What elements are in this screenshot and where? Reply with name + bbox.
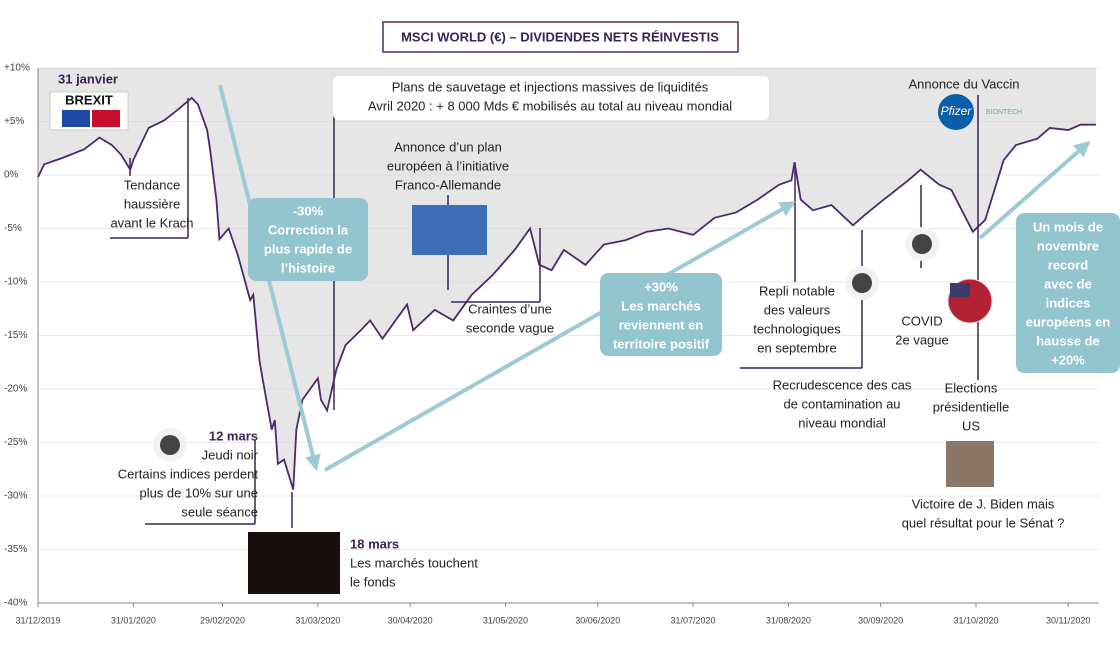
annotation: Jeudi noir (202, 447, 259, 462)
annotation: 12 mars (209, 428, 258, 443)
y-tick-label: -15% (4, 330, 27, 341)
annotation: Franco-Allemande (395, 177, 501, 192)
y-tick-label: -5% (4, 223, 22, 234)
annotation: -30% (293, 203, 324, 218)
annotation-box (1016, 213, 1120, 373)
trend-arrow (324, 201, 796, 472)
x-tick-label: 31/12/2019 (15, 615, 60, 625)
trend-arrow (978, 140, 1091, 240)
annotation: seconde vague (466, 320, 554, 335)
annotation: Repli notable (759, 283, 835, 298)
annotation: 2e vague (895, 332, 949, 347)
annotation: Correction la (268, 222, 349, 237)
annotation: COVID (901, 313, 942, 328)
annotation: Victoire de J. Biden mais (912, 496, 1055, 511)
annotation: +30% (644, 279, 678, 294)
area-below (38, 97, 1096, 604)
annotation: des valeurs (764, 302, 831, 317)
annotation: reviennent en (619, 317, 704, 332)
annotation: territoire positif (613, 336, 710, 351)
market-photo (248, 532, 340, 594)
annotation: Elections (945, 380, 998, 395)
x-tick-label: 30/09/2020 (858, 615, 903, 625)
annotation: européen à l’initiative (387, 158, 509, 173)
y-tick-label: -20% (4, 384, 27, 395)
annotation: avant le Krach (110, 215, 193, 230)
annotation: plus rapide de (264, 241, 352, 256)
annotation: Annonce du Vaccin (908, 76, 1019, 91)
y-tick-label: -30% (4, 491, 27, 502)
brexit-label: BREXIT (65, 92, 113, 107)
annotation: novembre (1037, 238, 1099, 253)
annotation: présidentielle (933, 399, 1010, 414)
y-tick-label: 0% (4, 170, 19, 181)
annotation: seule séance (181, 504, 258, 519)
annotation: 31 janvier (58, 71, 118, 86)
title-box (382, 21, 739, 53)
annotation: Avril 2020 : + 8 000 Mds € mobilisés au … (368, 98, 732, 113)
y-tick-label: +10% (4, 63, 30, 74)
annotation: niveau mondial (798, 415, 886, 430)
annotation: Plans de sauvetage et injections massive… (392, 79, 709, 94)
annotation: Tendance (124, 177, 180, 192)
chart-title: MSCI WORLD (€) – DIVIDENDES NETS RÉINVES… (401, 29, 719, 44)
annotation: +20% (1051, 352, 1085, 367)
line-series (37, 96, 1096, 490)
annotation: Craintes d’une (468, 301, 552, 316)
virus-core (912, 234, 932, 254)
annotation-box (333, 76, 769, 120)
annotation-box (600, 273, 722, 356)
x-tick-label: 31/05/2020 (483, 615, 528, 625)
annotation: Annonce d’un plan (394, 139, 502, 154)
annotation: européens en (1026, 314, 1111, 329)
annotation: en septembre (757, 340, 837, 355)
eu-flag (62, 110, 90, 127)
annotation: quel résultat pour le Sénat ? (902, 515, 1065, 530)
annotation: plus de 10% sur une (139, 485, 258, 500)
annotation: technologiques (753, 321, 841, 336)
annotation: haussière (124, 196, 180, 211)
virus-core (160, 435, 180, 455)
annotation: indices (1046, 295, 1091, 310)
x-tick-label: 30/11/2020 (1046, 615, 1090, 625)
y-tick-label: -35% (4, 544, 27, 555)
annotation: 18 mars (350, 536, 399, 551)
annotation: Un mois de (1033, 219, 1103, 234)
x-tick-label: 29/02/2020 (200, 615, 245, 625)
annotation: de contamination au (783, 396, 900, 411)
virus-core (852, 273, 872, 293)
eu-photo (412, 205, 487, 255)
biden-photo (946, 441, 994, 487)
y-tick-label: -25% (4, 437, 27, 448)
x-tick-label: 31/10/2020 (953, 615, 998, 625)
annotation: l’histoire (281, 260, 335, 275)
annotation: hausse de (1036, 333, 1100, 348)
x-tick-label: 31/01/2020 (111, 615, 156, 625)
y-tick-label: -10% (4, 277, 27, 288)
annotation: Recrudescence des cas (773, 377, 912, 392)
annotation-box (248, 198, 368, 281)
y-tick-label: +5% (4, 116, 24, 127)
annotation: le fonds (350, 574, 396, 589)
annotation: Certains indices perdent (118, 466, 259, 481)
annotation: record (1048, 257, 1089, 272)
x-tick-label: 31/07/2020 (671, 615, 716, 625)
x-tick-label: 31/08/2020 (766, 615, 811, 625)
x-tick-label: 30/06/2020 (575, 615, 620, 625)
y-tick-label: -40% (4, 598, 27, 609)
annotation: avec de (1044, 276, 1092, 291)
uk-flag (92, 110, 120, 127)
annotation: US (962, 418, 980, 433)
x-tick-label: 31/03/2020 (295, 615, 340, 625)
annotation: Les marchés (621, 298, 701, 313)
annotation: Les marchés touchent (350, 555, 478, 570)
biontech-label: BIONTECH (986, 109, 1022, 116)
pfizer-logo (938, 94, 974, 130)
pfizer-label: Pfizer (941, 104, 973, 118)
us-flag-canton (950, 283, 970, 297)
x-tick-label: 30/04/2020 (388, 615, 433, 625)
